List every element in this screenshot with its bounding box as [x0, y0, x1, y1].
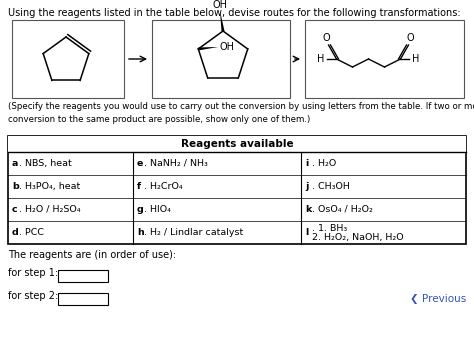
- Text: Using the reagents listed in the table below, devise routes for the following tr: Using the reagents listed in the table b…: [8, 8, 461, 18]
- Text: g: g: [137, 205, 144, 214]
- Text: l: l: [305, 228, 308, 237]
- Text: (Specify the reagents you would use to carry out the conversion by using letters: (Specify the reagents you would use to c…: [8, 102, 474, 124]
- Text: . H₂CrO₄: . H₂CrO₄: [144, 182, 182, 191]
- Text: . H₃PO₄, heat: . H₃PO₄, heat: [19, 182, 80, 191]
- Text: . NaNH₂ / NH₃: . NaNH₂ / NH₃: [144, 159, 208, 168]
- Bar: [58, 293, 108, 305]
- Text: for step 1:: for step 1:: [8, 268, 58, 278]
- Text: . H₂O: . H₂O: [312, 159, 336, 168]
- Polygon shape: [220, 11, 225, 31]
- Text: . OsO₄ / H₂O₂: . OsO₄ / H₂O₂: [312, 205, 373, 214]
- Text: H: H: [317, 54, 325, 64]
- Text: . HIO₄: . HIO₄: [144, 205, 171, 214]
- Text: d: d: [12, 228, 19, 237]
- Text: O: O: [323, 33, 330, 43]
- Text: c: c: [12, 205, 18, 214]
- Text: . H₂O / H₂SO₄: . H₂O / H₂SO₄: [19, 205, 81, 214]
- Text: for step 2:: for step 2:: [8, 291, 58, 301]
- Text: b: b: [12, 182, 19, 191]
- Text: . PCC: . PCC: [19, 228, 44, 237]
- Text: OH: OH: [212, 0, 228, 10]
- Text: f: f: [137, 182, 141, 191]
- Text: . NBS, heat: . NBS, heat: [19, 159, 72, 168]
- Text: a: a: [12, 159, 18, 168]
- Text: h: h: [137, 228, 144, 237]
- Text: Reagents available: Reagents available: [181, 139, 293, 149]
- Bar: [8, 136, 466, 244]
- Text: j: j: [305, 182, 309, 191]
- Text: O: O: [407, 33, 414, 43]
- Text: OH: OH: [219, 42, 234, 52]
- Text: . 1. BH₃: . 1. BH₃: [312, 224, 347, 233]
- Text: i: i: [305, 159, 308, 168]
- Text: 2. H₂O₂, NaOH, H₂O: 2. H₂O₂, NaOH, H₂O: [312, 233, 404, 242]
- Bar: [58, 270, 108, 282]
- Text: H: H: [412, 54, 420, 64]
- Text: ❮ Previous: ❮ Previous: [410, 294, 466, 304]
- Text: k: k: [305, 205, 311, 214]
- Bar: [8, 136, 466, 152]
- Bar: [152, 20, 290, 98]
- Bar: [305, 20, 464, 98]
- Bar: [12, 20, 124, 98]
- Text: . CH₃OH: . CH₃OH: [312, 182, 350, 191]
- Text: . H₂ / Lindlar catalyst: . H₂ / Lindlar catalyst: [144, 228, 243, 237]
- Text: e: e: [137, 159, 143, 168]
- Text: The reagents are (in order of use):: The reagents are (in order of use):: [8, 250, 176, 260]
- Polygon shape: [198, 47, 218, 51]
